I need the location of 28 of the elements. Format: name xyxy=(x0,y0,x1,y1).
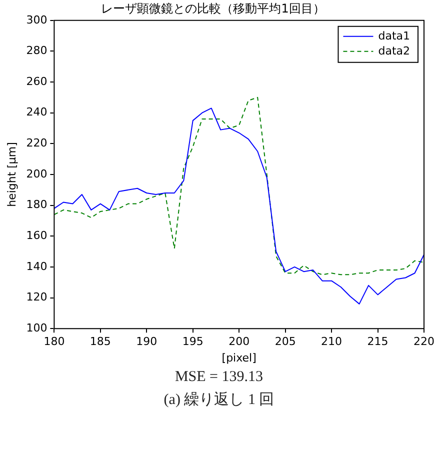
chart-title: レーザ顕微鏡との比較（移動平均1回目） xyxy=(101,1,325,16)
x-axis-title: [pixel] xyxy=(222,351,256,364)
x-tick-label: 200 xyxy=(228,335,250,348)
y-tick-label: 200 xyxy=(26,167,48,180)
x-tick-label: 185 xyxy=(90,335,111,348)
y-axis-title: height [μm] xyxy=(5,142,18,207)
x-tick-label: 180 xyxy=(44,335,65,348)
y-tick-label: 240 xyxy=(26,106,48,119)
y-tick-label: 180 xyxy=(26,198,48,212)
y-tick-label: 280 xyxy=(26,44,48,58)
y-tick-label: 220 xyxy=(26,136,48,150)
y-tick-label: 100 xyxy=(26,321,48,334)
text: MSE = 139.13 xyxy=(174,369,264,386)
y-tick-label: 260 xyxy=(26,74,48,88)
y-tick-label: 160 xyxy=(26,229,48,242)
x-tick-label: 205 xyxy=(274,335,296,348)
x-tick-label: 195 xyxy=(182,335,204,348)
x-tick-label: 215 xyxy=(367,335,388,348)
legend-label: data1 xyxy=(378,29,410,42)
line-series xyxy=(54,96,424,276)
x-tick-label: 210 xyxy=(321,335,342,348)
x-tick-label: 190 xyxy=(136,335,158,348)
y-tick-label: 300 xyxy=(26,13,48,26)
legend-label: data2 xyxy=(378,44,410,58)
y-tick-label: 140 xyxy=(26,260,48,273)
text: (a) 繰り返し 1 回 xyxy=(162,390,276,409)
x-tick-label: 220 xyxy=(414,335,434,348)
y-tick-label: 120 xyxy=(26,290,48,304)
